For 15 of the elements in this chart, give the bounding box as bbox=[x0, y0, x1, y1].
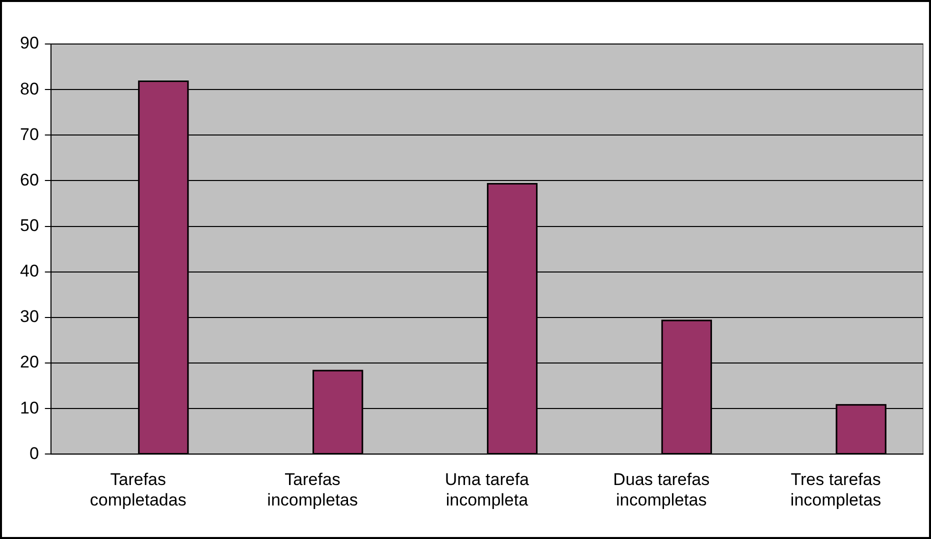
y-tick-label: 10 bbox=[20, 398, 39, 418]
x-tick-label: Tarefas completadas bbox=[90, 470, 186, 510]
y-tick-label: 60 bbox=[20, 170, 39, 190]
x-tick-label: Uma tarefa incompleta bbox=[444, 470, 530, 510]
x-tick-label: Tarefas incompletas bbox=[267, 470, 358, 510]
y-tick-label: 30 bbox=[20, 307, 39, 326]
y-tick-label: 0 bbox=[29, 444, 39, 463]
y-tick-label: 50 bbox=[20, 216, 39, 235]
x-tick-label: Duas tarefas incompletas bbox=[613, 470, 710, 510]
y-tick-label: 70 bbox=[20, 124, 39, 144]
y-tick-label: 40 bbox=[20, 262, 39, 281]
y-tick-label: 80 bbox=[20, 79, 39, 98]
y-tick-label: 20 bbox=[20, 352, 39, 372]
x-tick-label: Tres tarefas incompletas bbox=[790, 470, 882, 510]
y-tick-label: 90 bbox=[20, 34, 39, 53]
